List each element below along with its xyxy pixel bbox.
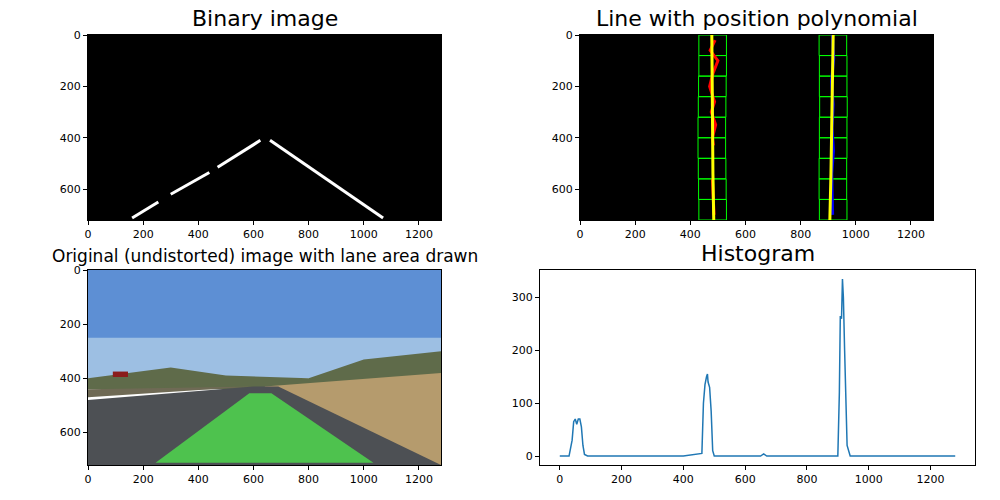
svg-text:1200: 1200: [917, 473, 945, 486]
svg-text:400: 400: [188, 473, 209, 486]
svg-text:400: 400: [673, 473, 694, 486]
svg-text:1200: 1200: [405, 473, 433, 486]
svg-text:1000: 1000: [350, 473, 378, 486]
svg-text:1200: 1200: [897, 228, 925, 241]
svg-text:400: 400: [680, 228, 701, 241]
svg-text:0: 0: [85, 473, 92, 486]
svg-text:400: 400: [60, 372, 81, 385]
svg-text:600: 600: [735, 473, 756, 486]
svg-text:0: 0: [556, 473, 563, 486]
svg-text:600: 600: [243, 228, 264, 241]
svg-text:600: 600: [735, 228, 756, 241]
svg-text:200: 200: [133, 473, 154, 486]
svg-text:1000: 1000: [350, 228, 378, 241]
svg-text:800: 800: [298, 228, 319, 241]
svg-text:600: 600: [60, 183, 81, 196]
svg-text:Histogram: Histogram: [701, 241, 815, 266]
svg-text:Line with position polynomial: Line with position polynomial: [596, 6, 918, 31]
svg-text:300: 300: [512, 291, 533, 304]
svg-text:200: 200: [512, 344, 533, 357]
svg-text:100: 100: [512, 397, 533, 410]
svg-text:800: 800: [790, 228, 811, 241]
svg-text:200: 200: [611, 473, 632, 486]
svg-text:200: 200: [625, 228, 646, 241]
svg-text:0: 0: [577, 228, 584, 241]
svg-text:200: 200: [133, 228, 154, 241]
svg-text:600: 600: [552, 183, 573, 196]
svg-text:0: 0: [566, 29, 573, 42]
svg-text:400: 400: [60, 132, 81, 145]
svg-text:800: 800: [298, 473, 319, 486]
svg-text:1000: 1000: [842, 228, 870, 241]
svg-text:0: 0: [85, 228, 92, 241]
svg-text:200: 200: [60, 318, 81, 331]
svg-text:600: 600: [60, 426, 81, 439]
svg-text:1000: 1000: [855, 473, 883, 486]
svg-text:Original (undistorted) image w: Original (undistorted) image with lane a…: [52, 246, 478, 266]
svg-text:0: 0: [74, 29, 81, 42]
svg-text:800: 800: [796, 473, 817, 486]
svg-text:400: 400: [552, 132, 573, 145]
svg-text:1200: 1200: [405, 228, 433, 241]
svg-text:Binary image: Binary image: [192, 6, 338, 31]
svg-text:400: 400: [188, 228, 209, 241]
svg-text:200: 200: [60, 80, 81, 93]
svg-text:200: 200: [552, 80, 573, 93]
svg-text:0: 0: [74, 264, 81, 277]
svg-text:600: 600: [243, 473, 264, 486]
svg-text:0: 0: [526, 450, 533, 463]
